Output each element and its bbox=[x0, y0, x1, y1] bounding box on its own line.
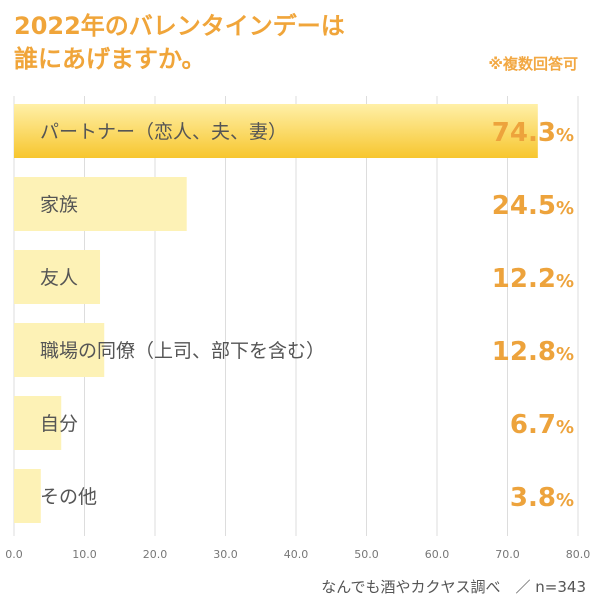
value-label: 6.7% bbox=[510, 410, 574, 440]
grid-lines bbox=[13, 96, 579, 536]
bar bbox=[14, 177, 187, 231]
x-tick-label: 20.0 bbox=[143, 548, 168, 561]
chart-title: 2022年のバレンタインデーは 誰にあげますか。 bbox=[14, 10, 345, 76]
x-axis-ticks: 0.0 10.0 20.0 30.0 40.0 50.0 60.0 70.0 80.0 bbox=[5, 548, 590, 561]
value-label: 3.8% bbox=[510, 483, 574, 513]
value-label: 24.5% bbox=[492, 191, 574, 221]
value-number: 24.5 bbox=[492, 191, 556, 221]
value-unit: % bbox=[556, 125, 574, 146]
x-tick-label: 60.0 bbox=[425, 548, 450, 561]
title-line-1: 2022年のバレンタインデーは bbox=[14, 12, 345, 40]
value-unit: % bbox=[556, 417, 574, 438]
category-label: 家族 bbox=[40, 194, 78, 216]
value-label: 74.3% bbox=[492, 118, 574, 148]
category-label: 自分 bbox=[40, 413, 78, 435]
x-tick-label: 10.0 bbox=[72, 548, 97, 561]
multiple-answer-note: ※複数回答可 bbox=[488, 55, 578, 73]
x-tick-label: 30.0 bbox=[213, 548, 238, 561]
x-tick-label: 50.0 bbox=[354, 548, 379, 561]
category-label: 友人 bbox=[40, 267, 78, 289]
value-unit: % bbox=[556, 271, 574, 292]
value-unit: % bbox=[556, 198, 574, 219]
category-label: 職場の同僚（上司、部下を含む） bbox=[40, 340, 325, 362]
bar bbox=[14, 323, 105, 377]
bars bbox=[14, 104, 538, 523]
value-number: 74.3 bbox=[492, 118, 556, 148]
value-label: 12.2% bbox=[492, 264, 574, 294]
bar bbox=[14, 104, 538, 158]
value-unit: % bbox=[556, 490, 574, 511]
title-line-2: 誰にあげますか。 bbox=[14, 45, 206, 73]
value-label: 12.8% bbox=[492, 337, 574, 367]
bar bbox=[14, 396, 62, 450]
category-label: その他 bbox=[40, 486, 97, 508]
x-tick-label: 0.0 bbox=[5, 548, 23, 561]
x-tick-label: 80.0 bbox=[566, 548, 591, 561]
source-note: なんでも酒やカクヤス調べ ／ n=343 bbox=[321, 578, 586, 596]
value-number: 12.2 bbox=[492, 264, 556, 294]
value-unit: % bbox=[556, 344, 574, 365]
x-tick-label: 40.0 bbox=[284, 548, 309, 561]
bar bbox=[14, 469, 41, 523]
value-number: 12.8 bbox=[492, 337, 556, 367]
category-label: パートナー（恋人、夫、妻） bbox=[40, 121, 287, 143]
bar bbox=[14, 250, 101, 304]
x-tick-label: 70.0 bbox=[495, 548, 520, 561]
value-number: 3.8 bbox=[510, 483, 556, 513]
value-labels: 74.3%24.5%12.2%12.8%6.7%3.8% bbox=[492, 118, 574, 513]
value-number: 6.7 bbox=[510, 410, 556, 440]
